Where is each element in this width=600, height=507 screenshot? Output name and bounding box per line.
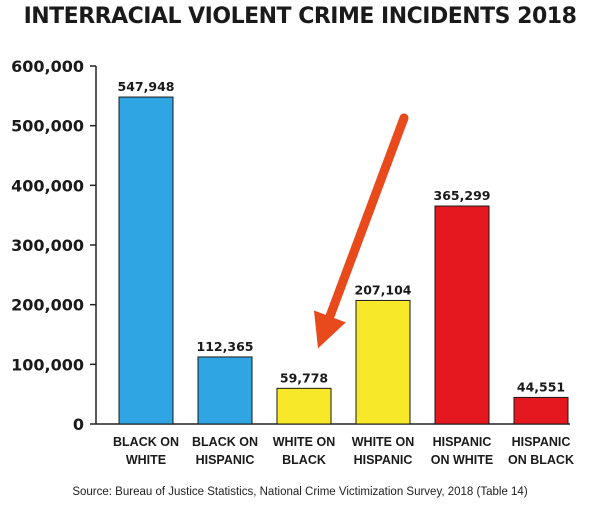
data-label: 365,299 [434,188,491,203]
x-tick-label: BLACK ON WHITE [113,435,179,467]
data-label: 207,104 [355,282,412,297]
data-label: 112,365 [197,339,254,354]
x-tick-label: WHITE ON HISPANIC [352,435,415,467]
x-tick-label: HISPANIC ON WHITE [431,435,494,467]
annotation-arrow [313,113,409,349]
y-tick-label: 500,000 [11,117,84,136]
x-tick-label: WHITE ON BLACK [273,435,336,467]
y-tick-label: 300,000 [11,236,84,255]
chart-title: INTERRACIAL VIOLENT CRIME INCIDENTS 2018 [23,4,577,29]
y-tick-label: 200,000 [11,296,84,315]
y-tick-label: 0 [73,415,84,434]
data-label: 59,778 [280,370,328,385]
x-tick-label: HISPANIC ON BLACK [508,435,574,467]
arrow-shaft [323,113,409,325]
bar [118,96,174,425]
y-tick-label: 600,000 [11,57,84,76]
data-label: 44,551 [517,379,565,394]
bar [434,205,490,425]
x-tick-label: BLACK ON HISPANIC [192,435,258,467]
y-tick-label: 400,000 [11,176,84,195]
y-tick-label: 100,000 [11,355,84,374]
bar [355,299,411,425]
bar [197,356,253,425]
source-note: Source: Bureau of Justice Statistics, Na… [72,486,528,498]
bar [513,396,569,425]
bar [276,387,332,425]
arrow-head [313,310,346,349]
data-label: 547,948 [118,79,175,94]
